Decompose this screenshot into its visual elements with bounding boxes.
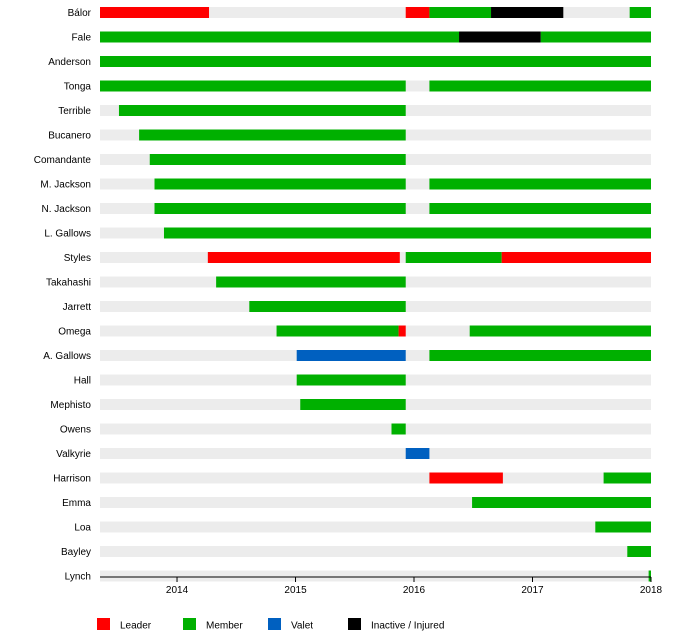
row-label: Bayley (61, 547, 91, 558)
bar-segment-inactive (459, 31, 541, 43)
bar-segment-member (149, 154, 406, 165)
legend-swatch-member (183, 618, 196, 630)
bar-segment-leader (398, 325, 406, 337)
row-label: Valkyrie (56, 449, 91, 460)
row-label: Bucanero (48, 131, 91, 142)
row-label: Takahashi (46, 278, 91, 289)
row-label: Tonga (64, 82, 92, 93)
bar-segment-member (276, 325, 399, 337)
row-label: Mephisto (50, 400, 91, 411)
bar-segment-member (405, 252, 502, 263)
bar-segment-member (216, 276, 406, 288)
bar-segment-member (154, 178, 406, 190)
legend-label-inactive: Inactive / Injured (371, 621, 444, 632)
row-label: L. Gallows (44, 229, 91, 240)
legend-label-leader: Leader (120, 621, 152, 632)
bar-segment-member (100, 56, 651, 67)
row-label: Fale (72, 33, 92, 44)
bar-segment-member (100, 80, 406, 92)
row-label: Harrison (53, 474, 91, 485)
row-background (100, 472, 651, 484)
row-label: Hall (74, 376, 91, 387)
bar-segment-member (540, 31, 651, 43)
bar-segment-member (627, 546, 651, 557)
bar-segment-member (154, 203, 406, 214)
bar-segment-leader (100, 7, 210, 18)
bar-segment-member (100, 31, 460, 43)
bar-segment-valet (296, 350, 406, 361)
bar-segment-member (139, 129, 406, 141)
legend-label-valet: Valet (291, 621, 313, 632)
row-background (100, 497, 651, 508)
x-tick-label: 2018 (640, 585, 663, 596)
row-label: Anderson (48, 57, 91, 68)
bar-segment-member (469, 325, 651, 337)
row-label: M. Jackson (40, 180, 91, 191)
bar-segment-member (391, 423, 406, 435)
bar-segment-member (163, 227, 651, 239)
legend-swatch-leader (97, 618, 110, 630)
row-label: Styles (64, 253, 91, 264)
row-background (100, 448, 651, 459)
row-label: Bálor (68, 8, 92, 19)
row-label: Lynch (65, 572, 91, 583)
bar-segment-valet (405, 448, 430, 459)
row-label: Owens (60, 425, 91, 436)
x-tick-label: 2015 (284, 585, 307, 596)
bar-segment-member (603, 472, 651, 484)
row-background (100, 570, 651, 582)
row-label: Terrible (58, 106, 91, 117)
row-background (100, 546, 651, 557)
bar-segment-member (296, 374, 406, 386)
bar-segment-member (429, 203, 651, 214)
bar-segment-member (429, 350, 651, 361)
bar-segment-member (118, 105, 406, 116)
bar-segment-leader (405, 7, 430, 18)
bar-segment-member (472, 497, 651, 508)
bar-segment-member (249, 301, 406, 312)
legend-swatch-valet (268, 618, 281, 630)
x-tick-label: 2014 (166, 585, 189, 596)
bar-segment-member (629, 7, 651, 18)
row-label: N. Jackson (42, 204, 91, 215)
x-tick-label: 2016 (403, 585, 426, 596)
bar-segment-member (429, 80, 651, 92)
row-label: Omega (58, 327, 91, 338)
row-label: Comandante (34, 155, 92, 166)
row-label: Jarrett (63, 302, 92, 313)
bar-segment-leader (207, 252, 400, 263)
row-label: Loa (74, 523, 91, 534)
x-tick-label: 2017 (521, 585, 544, 596)
legend-swatch-inactive (348, 618, 361, 630)
row-background (100, 521, 651, 533)
bar-segment-leader (501, 252, 651, 263)
row-background (100, 7, 651, 18)
bar-segment-member (429, 178, 651, 190)
bar-segment-member (648, 570, 651, 582)
bar-segment-inactive (491, 7, 564, 18)
row-background (100, 423, 651, 435)
bar-segment-member (595, 521, 651, 533)
bar-segment-member (429, 7, 492, 18)
row-label: A. Gallows (43, 351, 91, 362)
row-label: Emma (62, 498, 91, 509)
bar-segment-leader (429, 472, 503, 484)
bar-segment-member (300, 399, 406, 410)
legend-label-member: Member (206, 621, 243, 632)
